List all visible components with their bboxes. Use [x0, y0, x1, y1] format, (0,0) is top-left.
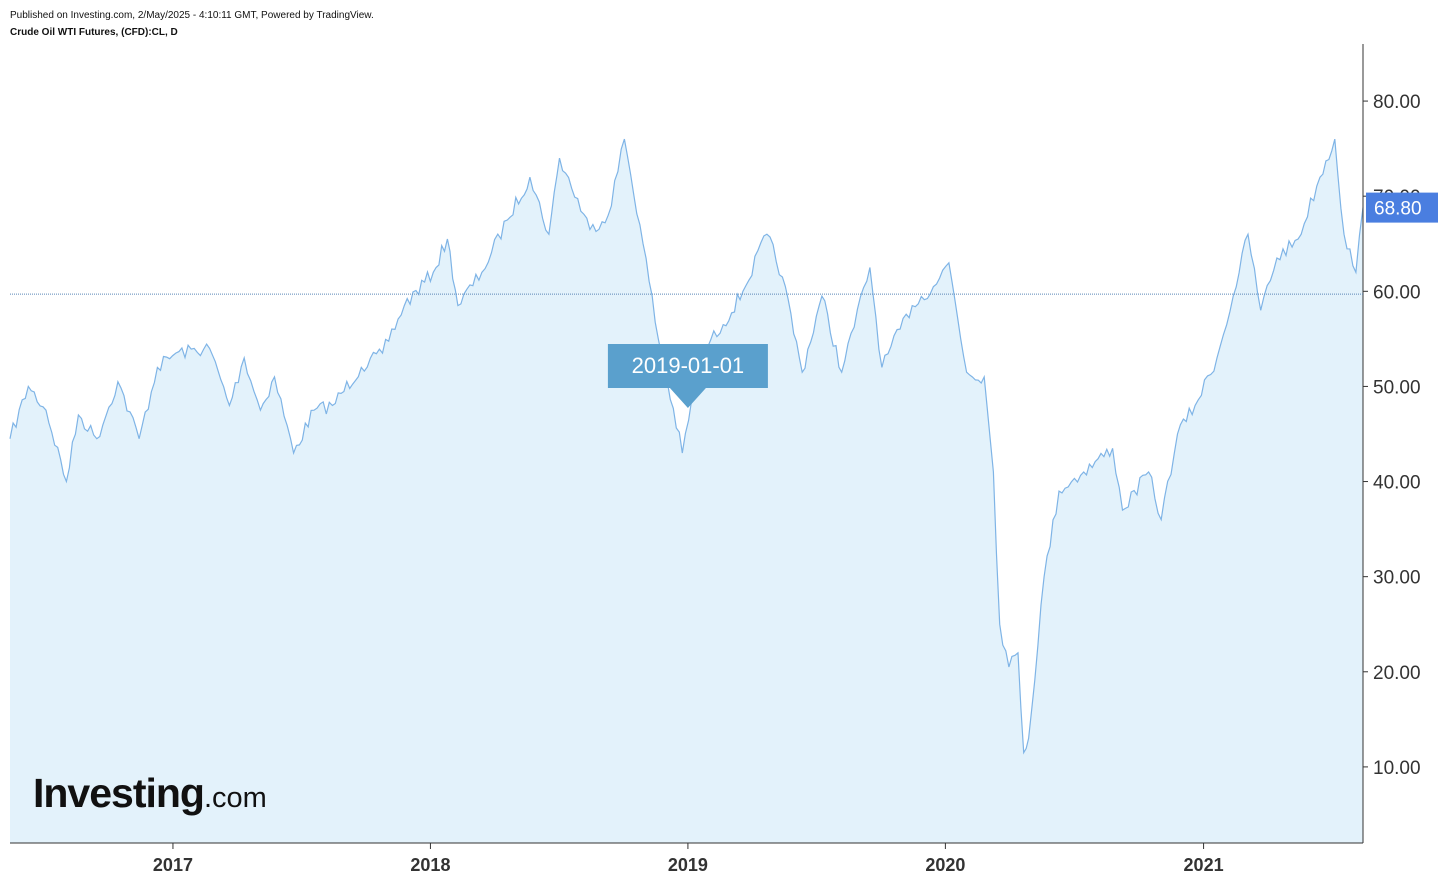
- x-tick-label: 2020: [925, 855, 965, 875]
- published-note: Published on Investing.com, 2/May/2025 -…: [10, 10, 374, 21]
- price-area-fill: [10, 139, 1363, 844]
- y-tick-label: 40.00: [1373, 473, 1421, 494]
- logo-suffix-text: .com: [203, 782, 267, 814]
- y-tick-label: 30.00: [1373, 568, 1421, 589]
- price-area-layer: [9, 138, 1364, 844]
- logo-main-text: Investing: [33, 770, 205, 816]
- chart-header: Published on Investing.com, 2/May/2025 -…: [10, 7, 374, 41]
- price-label-text: 68.80: [1374, 199, 1422, 220]
- tooltip-text: 2019-01-01: [632, 353, 745, 378]
- x-tick-label: 2017: [153, 855, 193, 875]
- y-tick-label: 10.00: [1373, 758, 1421, 779]
- tooltip-bubble: [607, 344, 768, 408]
- overlay-layer: 68.80 2019-01-01: [10, 192, 1438, 408]
- y-tick-label: 80.00: [1373, 92, 1421, 113]
- price-label-bg: [1366, 192, 1438, 223]
- instrument-title: Crude Oil WTI Futures, (CFD):CL, D: [10, 27, 178, 38]
- x-tick-label: 2019: [668, 855, 708, 875]
- x-tick-label: 2021: [1184, 855, 1224, 875]
- price-series-line: [9, 138, 1364, 755]
- y-tick-label: 20.00: [1373, 663, 1421, 684]
- y-tick-label: 50.00: [1373, 377, 1421, 398]
- y-tick-label: 60.00: [1373, 282, 1421, 303]
- x-tick-label: 2018: [410, 855, 450, 875]
- date-tooltip: 2019-01-01: [607, 344, 768, 408]
- investing-logo: Investing.com: [33, 770, 267, 817]
- current-price-label: 68.80: [1366, 192, 1438, 223]
